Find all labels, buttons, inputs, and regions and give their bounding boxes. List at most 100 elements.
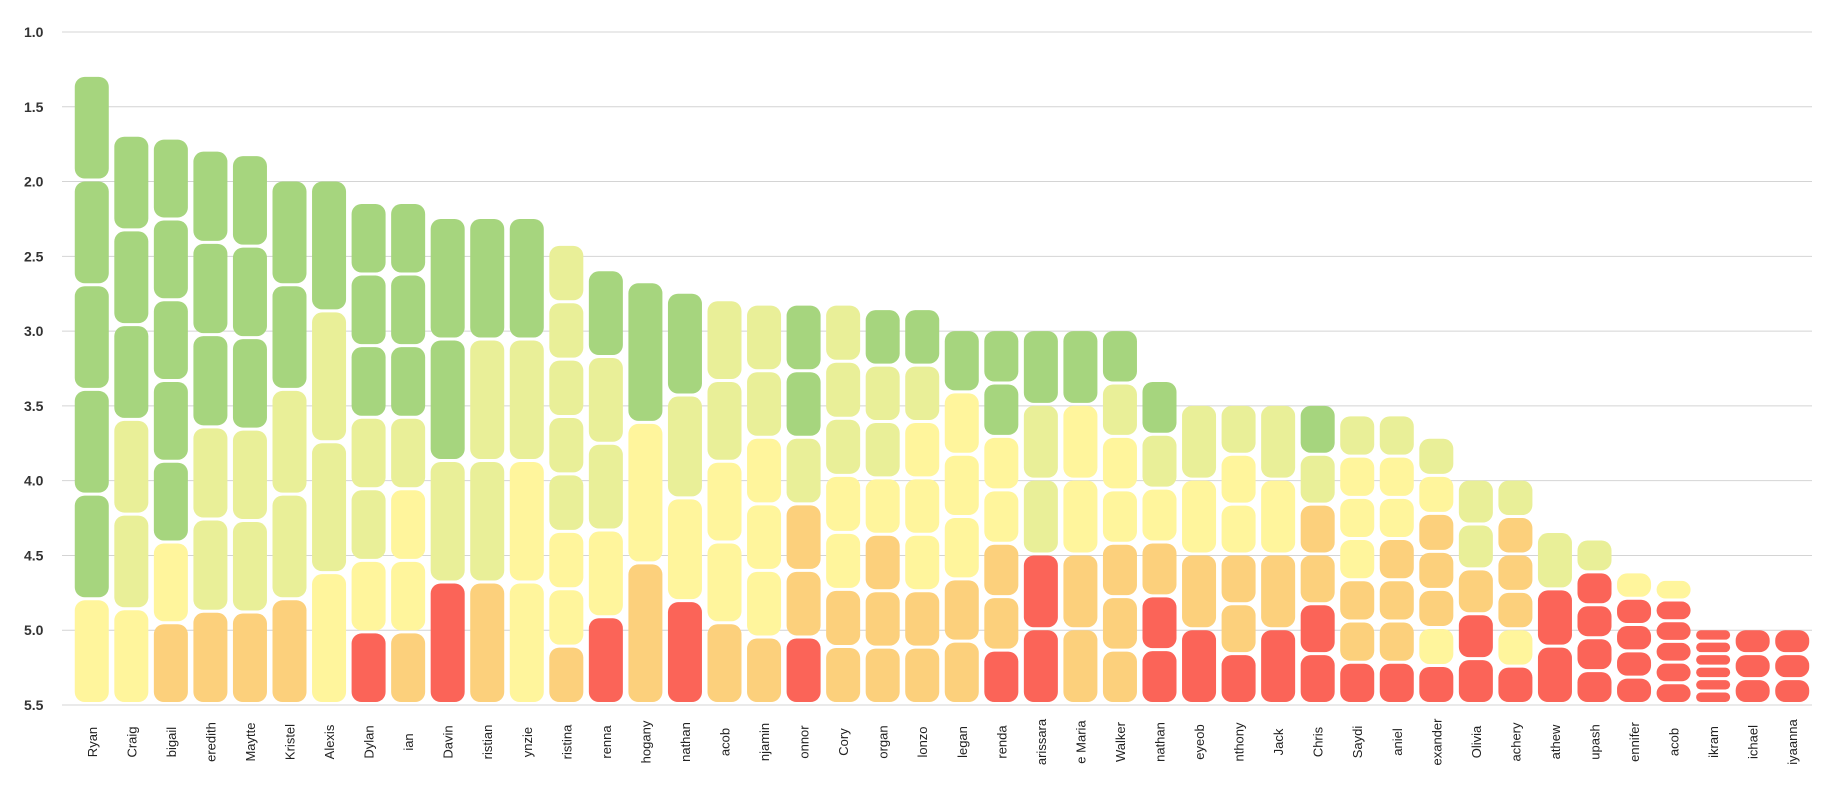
bar-segment: [1696, 642, 1731, 653]
bar-segment: [549, 532, 584, 588]
bar-segment: [153, 462, 188, 541]
bar-segment: [549, 245, 584, 301]
bar-segment: [1340, 622, 1375, 661]
bar-segment: [470, 583, 505, 702]
x-category-label: upash: [1588, 724, 1603, 759]
y-tick-label: 2.5: [24, 248, 44, 264]
bar-segment: [1261, 630, 1296, 702]
bar-segment: [1696, 630, 1731, 640]
bar-segment: [391, 275, 426, 345]
x-category-label: Olivia: [1469, 725, 1484, 758]
bar-segment: [114, 420, 149, 513]
bar-segment: [905, 422, 940, 477]
bar-segment: [1379, 416, 1414, 455]
x-category-label: nthony: [1232, 722, 1247, 762]
bar-segment: [707, 301, 742, 379]
bar-stack: [984, 331, 1019, 702]
bar-segment: [747, 505, 782, 569]
bar-segment: [391, 490, 426, 559]
x-category-label: bigail: [164, 727, 179, 757]
bar-stack: [430, 218, 465, 702]
bar-segment: [1300, 405, 1335, 453]
bar-segment: [312, 574, 347, 702]
bar-segment: [1458, 525, 1493, 568]
bar-segment: [232, 339, 267, 428]
bar-segment: [1656, 663, 1691, 682]
bar-segment: [1182, 630, 1217, 702]
bar-segment: [351, 275, 386, 345]
bars-layer: [74, 76, 1810, 702]
bar-segment: [74, 600, 109, 702]
bar-stack: [1617, 573, 1652, 702]
bar-segment: [1775, 680, 1810, 702]
bar-segment: [707, 624, 742, 702]
bar-segment: [430, 218, 465, 338]
bar-segment: [1696, 692, 1731, 702]
y-tick-label: 5.0: [24, 622, 44, 638]
bar-stack: [1340, 416, 1375, 702]
bar-stack: [1656, 580, 1691, 702]
bar-segment: [1182, 555, 1217, 628]
bar-stack: [588, 271, 623, 702]
bar-segment: [1340, 457, 1375, 496]
x-category-label: Davin: [441, 725, 456, 758]
bar-segment: [984, 491, 1019, 542]
bar-segment: [1617, 626, 1652, 650]
y-tick-label: 1.5: [24, 99, 44, 115]
bar-segment: [667, 602, 702, 702]
bar-stack: [786, 305, 821, 702]
bar-stack: [707, 301, 742, 702]
bar-segment: [984, 384, 1019, 435]
bar-segment: [786, 638, 821, 702]
bar-segment: [1221, 605, 1256, 653]
y-tick-label: 4.5: [24, 547, 44, 563]
bar-segment: [193, 151, 228, 241]
bar-segment: [1577, 639, 1612, 670]
bar-segment: [1617, 573, 1652, 597]
bar-segment: [747, 372, 782, 436]
bar-segment: [865, 479, 900, 533]
bar-segment: [193, 243, 228, 334]
bar-segment: [114, 326, 149, 418]
bar-segment: [1498, 480, 1533, 516]
bar-segment: [667, 396, 702, 497]
bar-segment: [1419, 590, 1454, 626]
x-category-label: arissara: [1034, 718, 1049, 765]
bar-segment: [74, 76, 109, 179]
bar-segment: [509, 218, 544, 338]
bar-segment: [1182, 405, 1217, 478]
x-category-label: nathan: [678, 722, 693, 762]
bar-segment: [1656, 601, 1691, 620]
bar-stack: [470, 218, 505, 702]
x-category-label: acob: [1667, 728, 1682, 756]
bar-segment: [114, 231, 149, 324]
bar-segment: [1696, 667, 1731, 678]
y-tick-label: 2.0: [24, 174, 44, 190]
bar-segment: [1458, 615, 1493, 658]
bar-segment: [193, 612, 228, 702]
bar-segment: [470, 461, 505, 581]
x-category-label: Kristel: [283, 724, 298, 760]
bar-stack: [1696, 630, 1731, 702]
bar-segment: [1063, 555, 1098, 628]
bar-segment: [667, 499, 702, 600]
bar-segment: [1102, 651, 1137, 702]
bar-segment: [667, 293, 702, 394]
bar-segment: [1458, 660, 1493, 702]
bar-segment: [1617, 678, 1652, 702]
bar-segment: [114, 136, 149, 229]
x-category-label: Saydi: [1350, 726, 1365, 759]
bar-stack: [628, 283, 663, 702]
bar-segment: [865, 310, 900, 364]
bar-segment: [1379, 540, 1414, 579]
bar-segment: [153, 220, 188, 299]
y-tick-label: 3.0: [24, 323, 44, 339]
bar-segment: [549, 475, 584, 530]
bar-stack: [312, 181, 347, 702]
bar-segment: [1182, 480, 1217, 553]
bar-segment: [905, 535, 940, 590]
bar-stack: [1182, 405, 1217, 702]
y-tick-label: 1.0: [24, 24, 44, 40]
bar-segment: [1221, 505, 1256, 553]
x-category-label: Cory: [836, 728, 851, 756]
